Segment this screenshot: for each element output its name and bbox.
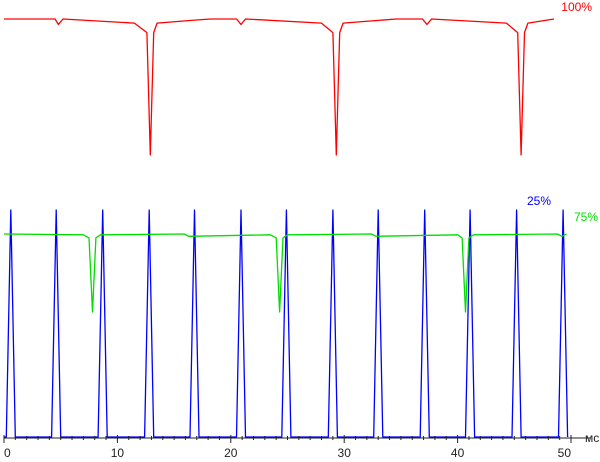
series-label-25pct: 25% bbox=[527, 194, 551, 208]
x-tick-label: 20 bbox=[224, 446, 238, 460]
x-tick-label: 10 bbox=[111, 446, 125, 460]
series-layer bbox=[3, 18, 569, 438]
x-tick-label: 50 bbox=[558, 446, 572, 460]
x-axis-label: мс bbox=[585, 431, 599, 445]
series-labels: 100% 25% 75% bbox=[527, 0, 598, 224]
x-tick-label: 40 bbox=[451, 446, 465, 460]
series-line-25pct bbox=[4, 209, 569, 438]
series-label-75pct: 75% bbox=[574, 210, 598, 224]
series-line-100pct bbox=[4, 18, 555, 156]
x-tick-label: 0 bbox=[4, 446, 11, 460]
x-tick-label: 30 bbox=[338, 446, 352, 460]
series-line-75pct bbox=[3, 233, 567, 313]
x-axis-ticks: 0 10 20 30 40 50 bbox=[3, 435, 572, 460]
series-label-100pct: 100% bbox=[561, 0, 592, 14]
